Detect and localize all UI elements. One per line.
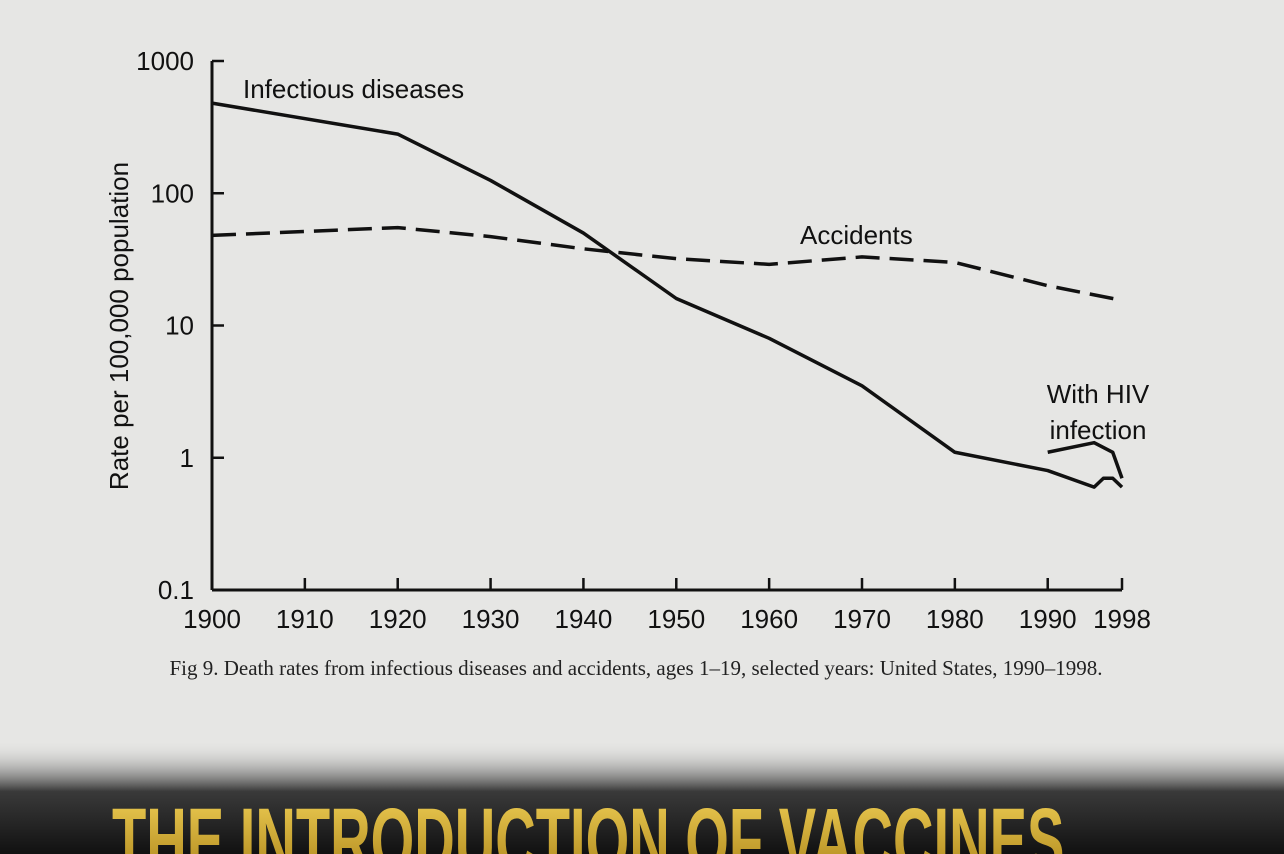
series-line [1047, 440, 1124, 479]
x-tick-label: 1950 [647, 604, 705, 634]
x-tick-label: 1900 [183, 604, 241, 634]
series-label: Accidents [800, 220, 913, 250]
x-tick-label: 1970 [833, 604, 891, 634]
x-tick-label: 1910 [276, 604, 334, 634]
caption: Fig 9. Death rates from infectious disea… [169, 656, 1102, 680]
y-axis-label: Rate per 100,000 population [104, 162, 134, 490]
series-label: With HIV infection [1046, 379, 1150, 445]
x-tick-label: 1990 [1019, 604, 1077, 634]
y-tick-label: 1000 [136, 46, 194, 76]
y-tick-label: 0.1 [158, 575, 194, 605]
y-tick-label: 10 [165, 311, 194, 341]
x-tick-label: 1980 [926, 604, 984, 634]
x-tick-label: 1998 [1093, 604, 1151, 634]
series-label: Infectious diseases [243, 74, 464, 104]
x-tick-label: 1930 [462, 604, 520, 634]
series-line [211, 101, 1124, 489]
banner-text: THE INTRODUCTION OF VACCINES. [112, 790, 1080, 854]
y-tick-label: 1 [180, 443, 194, 473]
x-tick-label: 1940 [555, 604, 613, 634]
series-line [211, 225, 1123, 303]
banner-background [0, 740, 1284, 854]
x-tick-label: 1920 [369, 604, 427, 634]
x-tick-label: 1960 [740, 604, 798, 634]
y-tick-label: 100 [151, 178, 194, 208]
